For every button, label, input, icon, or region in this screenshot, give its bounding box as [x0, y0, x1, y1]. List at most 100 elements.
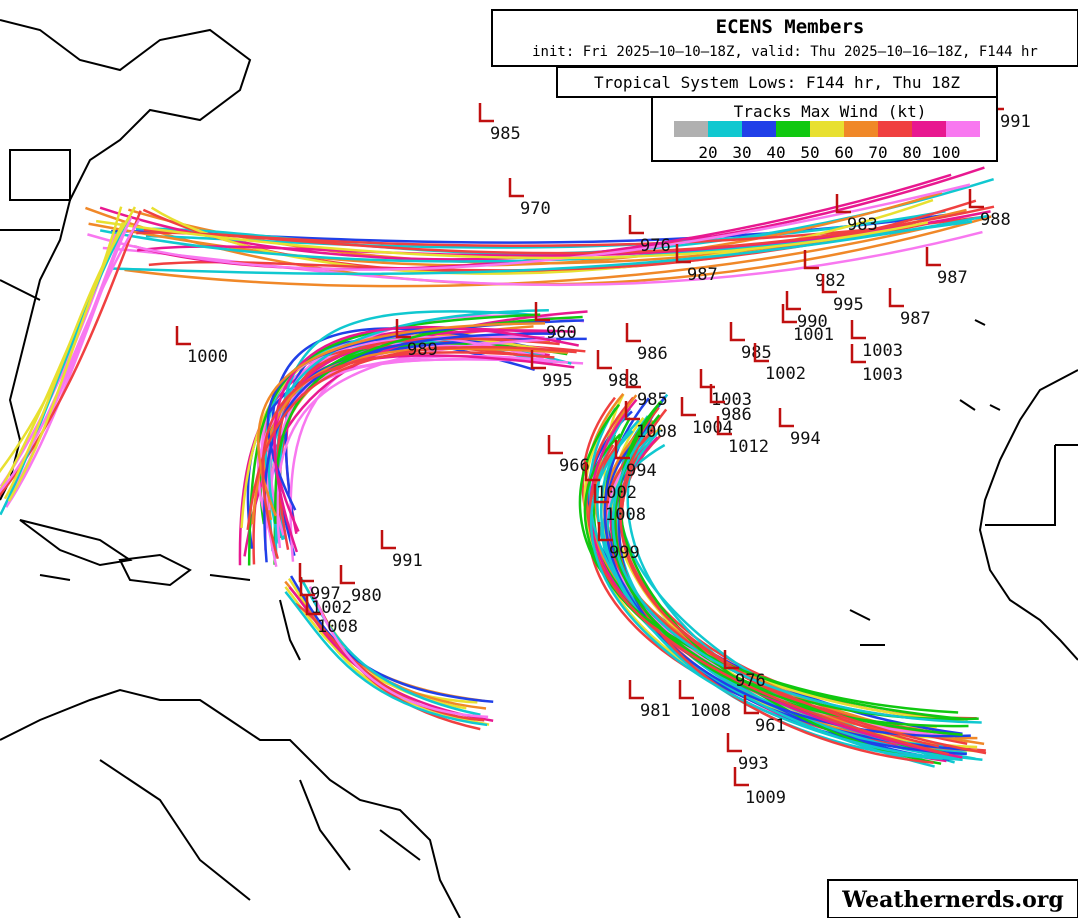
africa-coast	[978, 369, 1078, 661]
track	[620, 435, 977, 720]
caribbean-islands	[19, 519, 301, 661]
low-pressure: 999	[609, 543, 640, 563]
legend-swatch	[742, 121, 776, 137]
track	[614, 401, 969, 728]
low-pressure: 1000	[187, 347, 228, 367]
legend-swatch	[674, 121, 708, 137]
coastlines	[0, 19, 1078, 918]
low-marker	[530, 350, 546, 370]
low-pressure: 987	[687, 265, 718, 285]
low-marker	[675, 244, 691, 264]
legend-swatch	[878, 121, 912, 137]
title: ECENS Members	[716, 16, 865, 38]
south-america-borders	[99, 759, 421, 901]
low-marker	[821, 274, 837, 294]
legend-swatch	[708, 121, 742, 137]
legend-swatch	[776, 121, 810, 137]
panel-box	[556, 66, 998, 98]
track	[284, 591, 488, 727]
low-pressure: 976	[735, 671, 766, 691]
low-pressure: 986	[721, 405, 752, 425]
low-marker	[596, 350, 612, 370]
low-marker	[743, 695, 759, 715]
low-marker	[614, 440, 630, 460]
south-america-coast	[0, 688, 461, 918]
track	[599, 419, 943, 760]
low-marker	[729, 322, 745, 342]
panel-title: Tropical System Lows: F144 hr, Thu 18Z	[594, 73, 960, 92]
subtitle: init: Fri 2025–10–10–18Z, valid: Thu 202…	[532, 44, 1038, 60]
track	[611, 425, 982, 724]
low-marker	[888, 288, 904, 308]
low-marker	[628, 680, 644, 700]
low-pressure: 981	[640, 701, 671, 721]
track	[95, 219, 929, 260]
track	[136, 205, 995, 255]
low-marker	[508, 178, 524, 198]
low-marker	[699, 369, 715, 389]
low-pressure: 1012	[728, 437, 769, 457]
legend-label: 50	[800, 143, 819, 162]
low-marker	[723, 650, 739, 670]
legend-swatch	[946, 121, 980, 137]
legend-swatch	[912, 121, 946, 137]
low-marker	[850, 320, 866, 340]
low-marker	[726, 733, 742, 753]
low-pressure: 985	[637, 390, 668, 410]
low-pressure: 991	[392, 551, 423, 571]
low-marker	[778, 408, 794, 428]
low-pressure: 987	[937, 268, 968, 288]
low-marker	[478, 103, 494, 123]
low-pressure: 1009	[745, 788, 786, 808]
low-marker	[547, 435, 563, 455]
legend: 20 30 40 50 60 70 80 100	[674, 121, 980, 162]
low-pressure: 1003	[862, 365, 903, 385]
low-pressure: 985	[490, 124, 521, 144]
low-pressure: 1002	[311, 598, 352, 618]
track	[578, 403, 959, 714]
track	[256, 322, 546, 517]
track	[111, 214, 988, 276]
us-coast	[0, 19, 252, 501]
low-pressure: 994	[626, 461, 657, 481]
track	[588, 444, 950, 756]
low-marker	[925, 247, 941, 267]
track	[261, 351, 555, 560]
watermark-box	[827, 879, 1078, 918]
low-marker	[584, 462, 600, 482]
track	[264, 335, 545, 551]
low-marker	[395, 319, 411, 339]
legend-swatch	[810, 121, 844, 137]
low-pressure: 1008	[317, 617, 358, 637]
low-marker	[534, 302, 550, 322]
low-pressure: 1008	[605, 505, 646, 525]
legend-label: 100	[932, 143, 961, 162]
track	[273, 325, 579, 553]
low-pressure: 986	[637, 344, 668, 364]
low-marker	[716, 416, 732, 436]
low-marker	[803, 250, 819, 270]
legend-label: 30	[732, 143, 751, 162]
us-states	[0, 149, 71, 301]
low-pressure: 994	[790, 429, 821, 449]
track	[603, 393, 937, 729]
track	[246, 345, 577, 531]
low-pressure: 989	[407, 340, 438, 360]
low-marker	[781, 304, 797, 324]
low-marker	[299, 577, 315, 597]
track	[276, 337, 557, 549]
track	[289, 575, 494, 704]
low-pressure: 976	[640, 236, 671, 256]
low-marker	[968, 189, 984, 209]
low-marker	[380, 530, 396, 550]
low-marker	[597, 522, 613, 542]
track	[0, 219, 129, 516]
low-marker	[305, 596, 321, 616]
low-marker	[850, 344, 866, 364]
low-pressure: 1003	[862, 341, 903, 361]
low-marker	[680, 397, 696, 417]
track	[308, 586, 489, 719]
track	[604, 428, 940, 748]
low-pressure: 993	[738, 754, 769, 774]
